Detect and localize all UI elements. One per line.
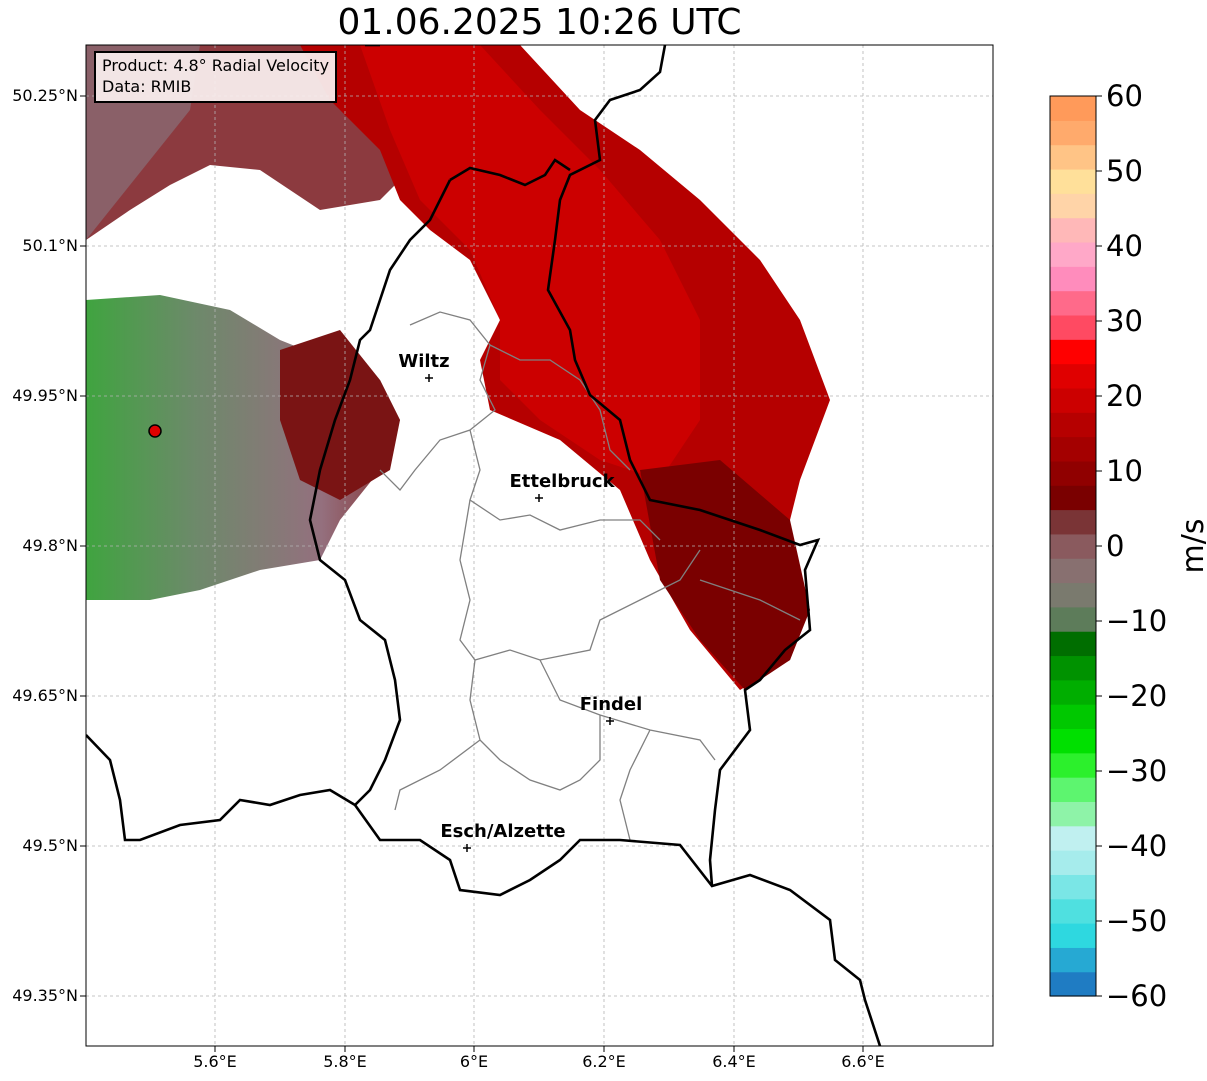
colorbar-ticks	[1096, 95, 1102, 997]
colorbar-swatch	[1050, 923, 1096, 948]
city-marker-findel	[606, 717, 614, 725]
colorbar-tick-label: 20	[1106, 379, 1143, 413]
lat-tick-label: 49.5°N	[22, 836, 78, 855]
colorbar-swatch	[1050, 971, 1096, 997]
colorbar-swatch	[1050, 728, 1096, 754]
colorbar-swatch	[1050, 582, 1096, 608]
data-source-label: Data: RMIB	[102, 77, 192, 96]
city-label-findel: Findel	[579, 694, 643, 715]
colorbar-tick-label: −20	[1106, 679, 1168, 713]
colorbar-tick-label: 30	[1106, 304, 1143, 338]
colorbar-swatch	[1050, 704, 1096, 730]
lat-tick-label: 50.25°N	[12, 86, 78, 105]
radar-echo-arc-dark-south	[640, 460, 810, 690]
lon-tick-label: 6.4°E	[712, 1052, 756, 1071]
colorbar-tick-label: 40	[1106, 229, 1143, 263]
colorbar-swatch	[1050, 363, 1096, 389]
info-box: Product: 4.8° Radial Velocity Data: RMIB	[94, 51, 338, 103]
lat-tick-label: 49.8°N	[22, 536, 78, 555]
colorbar-tick-label: −30	[1106, 754, 1168, 788]
colorbar-tick-label: −60	[1106, 979, 1168, 1013]
colorbar-swatch	[1050, 606, 1096, 632]
colorbar-swatch	[1050, 655, 1096, 681]
colorbar-swatch	[1050, 752, 1096, 778]
colorbar-tick-label: 60	[1106, 79, 1143, 113]
colorbar-swatch	[1050, 241, 1096, 267]
colorbar-swatch	[1050, 533, 1096, 559]
colorbar-swatch	[1050, 168, 1096, 194]
axis-ticks	[80, 95, 864, 1052]
colorbar-swatch	[1050, 460, 1096, 486]
lon-tick-label: 6.2°E	[582, 1052, 626, 1071]
colorbar-swatch	[1050, 193, 1096, 219]
colorbar-swatch	[1050, 679, 1096, 705]
lat-tick-label: 49.35°N	[12, 986, 78, 1005]
colorbar-swatch	[1050, 436, 1096, 462]
colorbar-swatch	[1050, 801, 1096, 827]
colorbar-swatch	[1050, 314, 1096, 340]
colorbar-swatch	[1050, 387, 1096, 413]
colorbar-swatch	[1050, 777, 1096, 803]
radar-echo-dark-red-patch	[280, 330, 400, 500]
colorbar-swatch	[1050, 631, 1096, 657]
colorbar-tick-label: 10	[1106, 454, 1143, 488]
colorbar-swatch	[1050, 825, 1096, 851]
city-markers	[425, 374, 614, 852]
colorbar-swatch	[1050, 96, 1096, 121]
colorbar-tick-label: 50	[1106, 154, 1143, 188]
colorbar-swatch	[1050, 874, 1096, 900]
radar-echo-arc-inner	[360, 45, 700, 480]
lon-tick-label: 6.6°E	[841, 1052, 885, 1071]
map-title: 01.06.2025 10:26 UTC	[337, 2, 742, 43]
lat-tick-label: 49.95°N	[12, 386, 78, 405]
colorbar-swatch	[1050, 509, 1096, 535]
national-borders	[86, 45, 882, 1046]
radar-site-marker	[148, 424, 162, 438]
product-label: Product: 4.8° Radial Velocity	[102, 56, 330, 75]
city-marker-wiltz	[425, 374, 433, 382]
colorbar-swatch	[1050, 339, 1096, 365]
city-marker-ettelbruck	[535, 494, 543, 502]
colorbar-swatch	[1050, 120, 1096, 146]
canton-boundaries	[379, 311, 801, 841]
colorbar-tick-label: 0	[1106, 529, 1125, 563]
lat-tick-label: 50.1°N	[22, 236, 78, 255]
colorbar-swatch	[1050, 144, 1096, 170]
colorbar-swatch	[1050, 947, 1096, 973]
city-label-esch: Esch/Alzette	[440, 821, 566, 842]
colorbar-swatch	[1050, 290, 1096, 316]
colorbar-swatch	[1050, 558, 1096, 584]
city-label-ettelbruck: Ettelbruck	[509, 471, 615, 492]
colorbar-swatch	[1050, 898, 1096, 924]
colorbar-tick-label: −10	[1106, 604, 1168, 638]
colorbar-swatch	[1050, 412, 1096, 438]
radar-echo-layer	[86, 45, 830, 690]
colorbar-swatch	[1050, 266, 1096, 292]
lon-tick-label: 5.6°E	[193, 1052, 237, 1071]
lon-tick-label: 6°E	[459, 1052, 489, 1071]
colorbar	[1050, 96, 1096, 997]
colorbar-swatch	[1050, 217, 1096, 243]
colorbar-swatch	[1050, 485, 1096, 511]
colorbar-unit-label: m/s	[1175, 518, 1207, 574]
lon-tick-label: 5.8°E	[323, 1052, 367, 1071]
colorbar-tick-label: −40	[1106, 829, 1168, 863]
colorbar-tick-label: −50	[1106, 904, 1168, 938]
city-marker-esch	[463, 844, 471, 852]
lat-tick-label: 49.65°N	[12, 686, 78, 705]
colorbar-swatch	[1050, 850, 1096, 875]
city-label-wiltz: Wiltz	[398, 351, 450, 372]
